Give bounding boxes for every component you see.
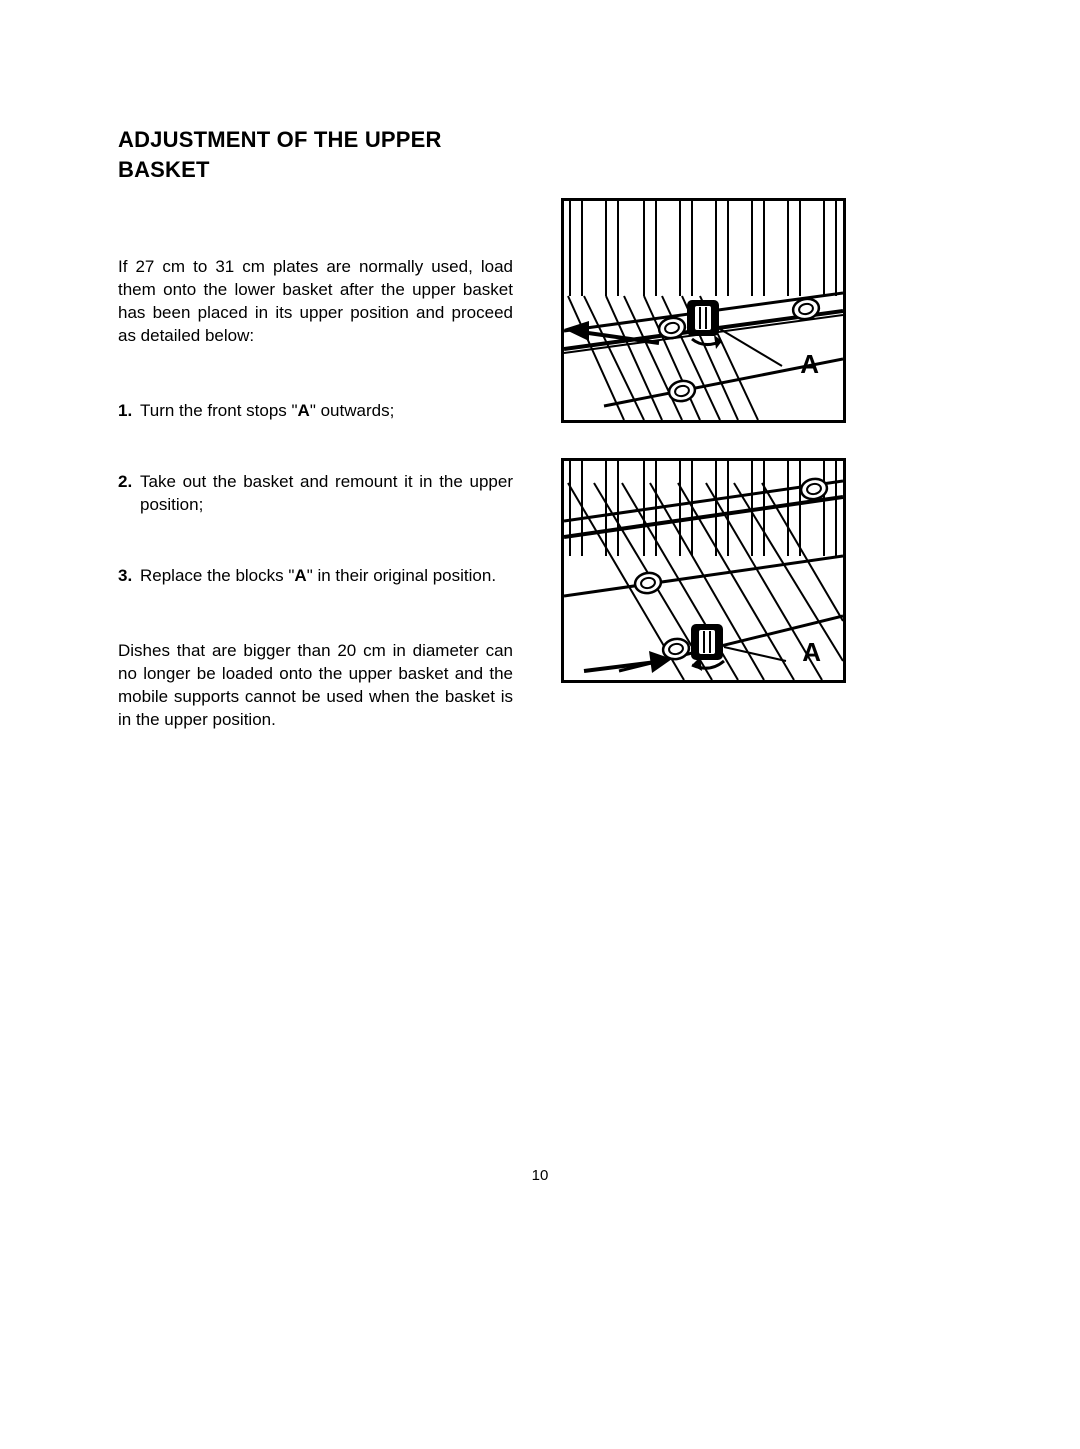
step-text-pre: Take out the basket and remount it in th… [140, 472, 513, 514]
basket-diagram-2-icon [564, 461, 843, 680]
step-text-pre: Replace the blocks " [140, 566, 294, 585]
figure-1: A [561, 198, 846, 423]
step-item: 3. Replace the blocks "A" in their origi… [118, 565, 513, 588]
step-text-post: " in their original position. [307, 566, 496, 585]
figure-2: A [561, 458, 846, 683]
step-number: 3. [118, 565, 132, 588]
section-heading: ADJUSTMENT OF THE UPPER BASKET [118, 125, 513, 184]
figure-1-label: A [800, 349, 819, 380]
steps-list: 1. Turn the front stops "A" outwards; 2.… [118, 400, 513, 588]
basket-diagram-1-icon [564, 201, 843, 420]
page-number: 10 [0, 1167, 1080, 1184]
step-item: 2. Take out the basket and remount it in… [118, 471, 513, 517]
step-item: 1. Turn the front stops "A" outwards; [118, 400, 513, 423]
step-number: 2. [118, 471, 132, 494]
step-number: 1. [118, 400, 132, 423]
page-container: ADJUSTMENT OF THE UPPER BASKET If 27 cm … [0, 0, 1080, 732]
step-text-post: " outwards; [310, 401, 394, 420]
right-column: A [561, 125, 851, 732]
left-column: ADJUSTMENT OF THE UPPER BASKET If 27 cm … [118, 125, 513, 732]
figure-2-label: A [802, 637, 821, 668]
intro-paragraph: If 27 cm to 31 cm plates are normally us… [118, 256, 513, 348]
step-text-bold: A [298, 401, 310, 420]
step-text-pre: Turn the front stops " [140, 401, 298, 420]
note-paragraph: Dishes that are bigger than 20 cm in dia… [118, 640, 513, 732]
step-text-bold: A [294, 566, 306, 585]
